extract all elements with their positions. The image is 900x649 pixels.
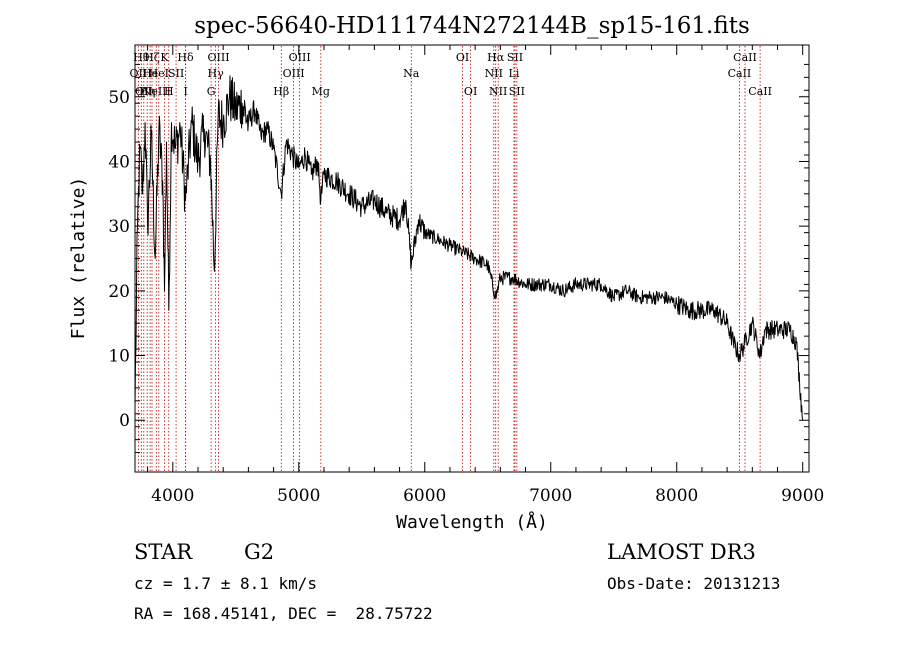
spectral-line-label: NII	[485, 67, 503, 80]
spectral-line-label: G	[207, 85, 216, 98]
spectral-line-label: NeIII	[142, 85, 171, 98]
spectral-line-label: He	[142, 67, 158, 80]
spectral-line-label: Mg	[312, 85, 330, 98]
spectral-line-label: SII	[507, 51, 523, 64]
class-label: STAR	[134, 540, 193, 564]
subclass-label: G2	[244, 540, 275, 564]
redshift-text: cz = 1.7 ± 8.1 km/s	[134, 574, 318, 593]
x-tick-label: 4000	[151, 486, 194, 506]
axis-ticks: 4000 5000 6000 7000 8000 9000 0 10 20 30 40 50	[108, 45, 824, 506]
spectral-line-label: NII	[489, 85, 507, 98]
spectral-line-label: OII	[130, 67, 148, 80]
spectral-line-label: H	[164, 85, 174, 98]
y-axis-label: Flux (relative)	[68, 177, 89, 340]
spectral-line-label: Hγ	[208, 67, 225, 80]
spectral-line-label: OIII	[289, 51, 311, 64]
x-tick-label: 7000	[529, 486, 572, 506]
spectral-line-label: OIII	[283, 67, 305, 80]
coordinates-text: RA = 168.45141, DEC = 28.75722	[134, 604, 433, 623]
spectral-line-label: CaII	[733, 51, 757, 64]
spectral-line-label: SII	[509, 85, 525, 98]
y-tick-label: 20	[108, 282, 130, 302]
y-tick-label: 10	[108, 347, 130, 367]
y-tick-label: 50	[108, 88, 130, 108]
x-tick-label: 5000	[277, 486, 320, 506]
spectral-line-label: Hα	[487, 51, 505, 64]
x-tick-label: 8000	[655, 486, 698, 506]
spectrum-line	[134, 75, 804, 421]
spectral-line-label: OI	[456, 51, 469, 64]
chart-title: spec-56640-HD111744N272144B_sp15-161.fit…	[194, 13, 750, 39]
spectral-line-label: Hθ	[133, 51, 150, 64]
spectral-line-label: OIII	[207, 51, 229, 64]
spectral-line-label: Li	[509, 67, 520, 80]
spectral-line-label: Na	[403, 67, 420, 80]
spectrum-series	[134, 75, 804, 421]
obs-date-text: Obs-Date: 20131213	[607, 574, 781, 593]
spectral-line-label: SII	[168, 67, 184, 80]
y-tick-label: 0	[119, 411, 130, 431]
spectral-line-label: CaII	[728, 67, 752, 80]
spectral-line-label: K	[160, 51, 169, 64]
spectral-line-label: Hη	[139, 85, 155, 98]
spectral-line-label: HeI	[149, 67, 169, 80]
y-tick-label: 40	[108, 152, 130, 172]
y-tick-label: 30	[108, 217, 130, 237]
x-axis-label: Wavelength (Å)	[396, 511, 548, 533]
x-tick-label: 6000	[403, 486, 446, 506]
spectral-line-label: Hβ	[273, 85, 289, 98]
survey-label: LAMOST DR3	[607, 540, 756, 564]
spectral-line-label: Hζ	[144, 51, 160, 64]
spectral-line-label: I	[183, 85, 187, 98]
x-tick-label: 9000	[781, 486, 824, 506]
spectral-line-label: OI	[464, 85, 477, 98]
spectral-line-label: OII	[135, 85, 153, 98]
spectral-line-label: CaII	[748, 85, 772, 98]
